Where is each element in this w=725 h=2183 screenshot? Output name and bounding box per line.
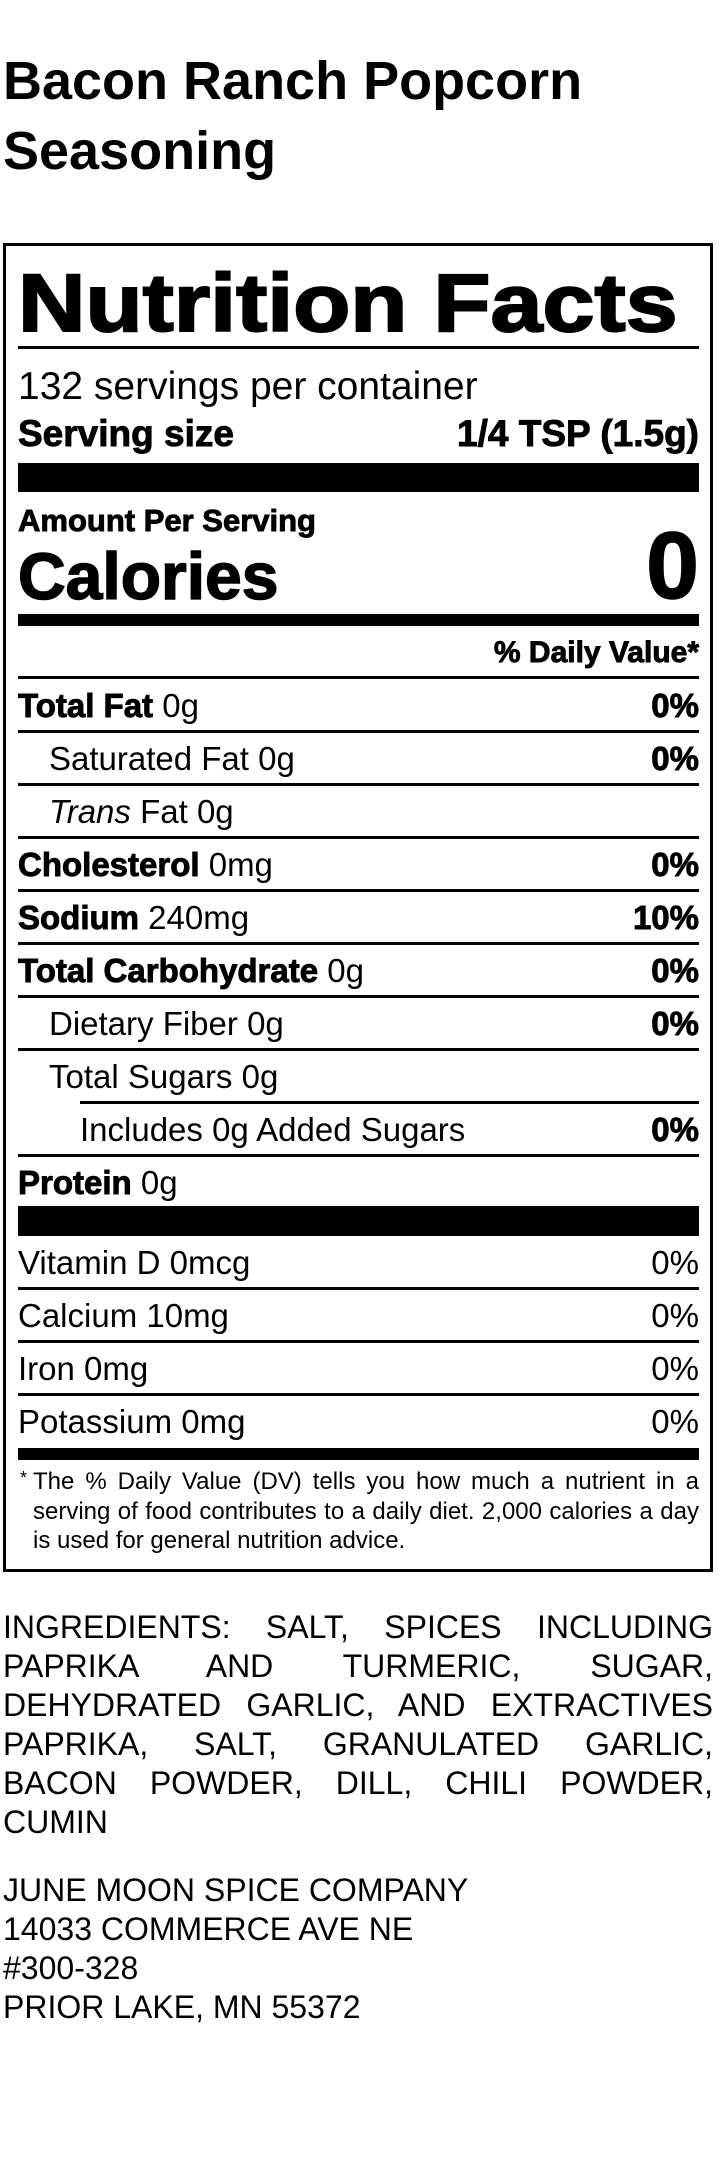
micronutrient-dv: 0% (651, 1297, 699, 1334)
nutrient-name: Total Carbohydrate (18, 952, 319, 989)
nutrient-dv: 0% (651, 952, 700, 989)
amount-per-serving: Amount Per Serving (18, 503, 317, 538)
nutrient-name: Saturated Fat (49, 740, 249, 777)
medium-divider (18, 1448, 699, 1460)
nutrient-dv: 10% (632, 899, 699, 936)
calories-label: Calories (17, 539, 279, 613)
divider (80, 1101, 699, 1104)
nutrition-facts-heading: Nutrition Facts (17, 258, 679, 349)
medium-divider (18, 614, 699, 626)
nutrient-dv: 0% (651, 740, 700, 777)
nutrient-amount: 240mg (148, 899, 250, 936)
nutrient-name: Fat (140, 793, 188, 830)
micronutrient-name: Vitamin D 0mcg (18, 1244, 251, 1281)
micronutrient-name: Calcium 10mg (18, 1297, 229, 1334)
nutrient-name: Includes 0g Added Sugars (80, 1111, 466, 1148)
nutrient-row-saturated-fat: Saturated Fat 0g 0% (18, 733, 699, 786)
city-state-zip: PRIOR LAKE, MN 55372 (3, 1989, 361, 2025)
nutrient-name: Sodium (18, 899, 140, 936)
nutrient-amount: 0g (162, 687, 199, 724)
nutrient-amount: 0g (196, 793, 234, 830)
nutrient-name: Total Sugars (49, 1058, 233, 1095)
thick-divider (18, 1206, 699, 1236)
manufacturer-address: JUNE MOON SPICE COMPANY 14033 COMMERCE A… (3, 1871, 468, 2027)
company-name: JUNE MOON SPICE COMPANY (3, 1872, 469, 1908)
nutrient-dv: 0% (651, 1111, 700, 1148)
nutrient-row-total-fat: Total Fat 0g 0% (18, 680, 699, 733)
product-title: Bacon Ranch Popcorn Seasoning (3, 51, 583, 181)
thick-divider (18, 463, 699, 492)
street-address: 14033 COMMERCE AVE NE (3, 1911, 414, 1947)
nutrient-amount: 0g (140, 1164, 178, 1201)
nutrient-name: Dietary Fiber (49, 1005, 238, 1042)
micronutrient-row-iron: Iron 0mg 0% (18, 1343, 699, 1396)
nutrient-name: Total Fat (18, 687, 154, 724)
divider (18, 676, 699, 679)
nutrient-dv: 0% (651, 687, 700, 724)
footnote: The % Daily Value (DV) tells you how muc… (33, 1468, 699, 1554)
serving-size-value: 1/4 TSP (1.5g) (457, 413, 700, 454)
nutrition-facts-panel (3, 243, 713, 1572)
micronutrient-row-vitamin-d: Vitamin D 0mcg 0% (18, 1237, 699, 1290)
micronutrient-dv: 0% (651, 1403, 699, 1440)
nutrient-amount: 0mg (208, 846, 273, 883)
ingredients: INGREDIENTS: SALT, SPICES INCLUDING PAPR… (3, 1609, 713, 1840)
nutrient-row-protein: Protein 0g (18, 1157, 699, 1207)
nutrient-row-sodium: Sodium 240mg 10% (18, 892, 699, 945)
micronutrient-dv: 0% (651, 1244, 699, 1281)
nutrient-dv: 0% (651, 846, 700, 883)
servings-per-container: 132 servings per container (18, 365, 478, 408)
calories-value: 0 (645, 513, 699, 619)
nutrient-dv: 0% (651, 1005, 700, 1042)
nutrient-amount: 0g (327, 952, 364, 989)
micronutrient-row-potassium: Potassium 0mg 0% (18, 1396, 699, 1446)
nutrient-name: Cholesterol (18, 846, 200, 883)
nutrient-row-total-sugars: Total Sugars 0g (18, 1051, 699, 1101)
nutrient-name-italic: Trans (49, 793, 131, 830)
nutrient-row-added-sugars: Includes 0g Added Sugars 0% (18, 1104, 699, 1157)
suite: #300-328 (3, 1950, 139, 1986)
micronutrient-name: Iron 0mg (18, 1350, 149, 1387)
nutrient-amount: 0g (241, 1058, 279, 1095)
nutrient-amount: 0g (247, 1005, 284, 1042)
daily-value-header: % Daily Value* (493, 636, 699, 669)
nutrient-row-total-carbohydrate: Total Carbohydrate 0g 0% (18, 945, 699, 998)
nutrient-name: Protein (18, 1164, 133, 1201)
micronutrient-dv: 0% (651, 1350, 699, 1387)
divider (18, 346, 699, 349)
micronutrient-name: Potassium 0mg (18, 1403, 246, 1440)
footnote-marker: * (20, 1468, 28, 1488)
serving-size-label: Serving size (18, 413, 235, 454)
nutrient-row-cholesterol: Cholesterol 0mg 0% (18, 839, 699, 892)
nutrient-amount: 0g (258, 740, 295, 777)
micronutrient-row-calcium: Calcium 10mg 0% (18, 1290, 699, 1343)
nutrient-row-trans-fat: Trans Fat 0g (18, 786, 699, 839)
nutrient-row-dietary-fiber: Dietary Fiber 0g 0% (18, 998, 699, 1051)
